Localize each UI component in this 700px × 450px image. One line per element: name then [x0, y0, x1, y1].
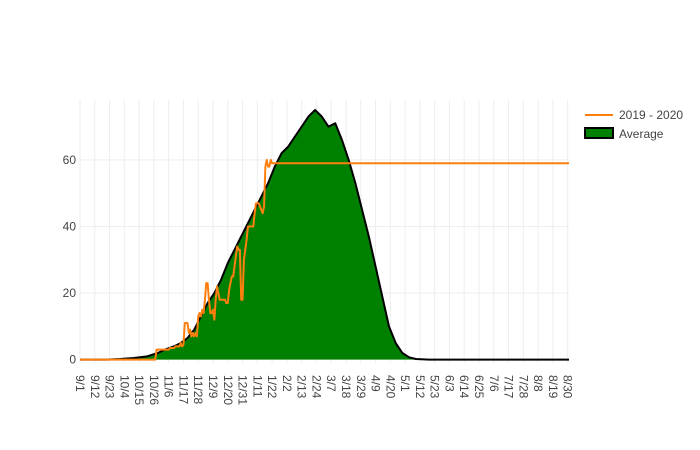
x-tick-label: 12/9	[206, 375, 220, 399]
y-tick-label: 60	[63, 153, 77, 167]
x-tick-label: 9/1	[73, 375, 87, 392]
x-tick-label: 6/3	[442, 375, 456, 392]
x-tick-label: 11/17	[176, 375, 190, 404]
x-tick-label: 3/18	[339, 375, 353, 399]
x-tick-label: 7/17	[502, 375, 516, 399]
x-tick-label: 3/29	[354, 375, 368, 399]
x-tick-label: 8/8	[531, 375, 545, 392]
x-tick-label: 10/4	[117, 375, 131, 399]
season-line-layer	[80, 158, 569, 361]
x-tick-label: 9/23	[103, 375, 117, 399]
y-tick-label: 0	[69, 353, 76, 367]
x-tick-label: 4/20	[383, 375, 397, 399]
x-tick-label: 3/7	[324, 375, 338, 392]
x-axis: 9/1 9/12 9/23 10/4 10/15 10/26 11/6 11/17 11/28 1…	[73, 375, 575, 405]
x-tick-label: 9/12	[88, 375, 102, 399]
legend-label-2019-2020: 2019 - 2020	[619, 108, 683, 122]
x-tick-label: 5/12	[413, 375, 427, 399]
x-tick-label: 6/25	[472, 375, 486, 399]
legend-label-average: Average	[619, 127, 664, 141]
legend-item-2019-2020[interactable]: 2019 - 2020	[585, 108, 683, 122]
x-tick-label: 1/22	[265, 375, 279, 399]
x-tick-label: 10/15	[132, 375, 146, 405]
x-tick-label: 2/2	[280, 375, 294, 392]
series-line-2019-2020	[80, 158, 569, 361]
average-area-fill	[80, 109, 569, 360]
legend-item-average[interactable]: Average	[584, 127, 664, 141]
y-axis: 0 20 40 60	[63, 153, 77, 367]
x-tick-label: 12/31	[236, 375, 250, 405]
x-tick-label: 2/13	[295, 375, 309, 399]
x-tick-label: 8/30	[561, 375, 575, 399]
y-tick-label: 20	[63, 286, 77, 300]
x-tick-label: 12/20	[221, 375, 235, 405]
x-tick-label: 7/6	[487, 375, 501, 392]
x-tick-label: 2/24	[309, 375, 323, 399]
x-tick-label: 5/23	[428, 375, 442, 399]
x-tick-label: 1/11	[250, 375, 264, 398]
x-tick-label: 11/6	[162, 375, 176, 398]
x-tick-label: 6/14	[457, 375, 471, 399]
x-tick-label: 4/9	[369, 375, 383, 392]
y-tick-label: 40	[63, 220, 77, 234]
average-area-layer	[80, 108, 569, 361]
x-tick-label: 10/26	[147, 375, 161, 405]
x-tick-label: 8/19	[546, 375, 560, 399]
x-tick-label: 5/1	[398, 375, 412, 392]
legend-swatch-average	[584, 127, 614, 139]
x-tick-label: 7/28	[516, 375, 530, 399]
x-tick-label: 11/28	[191, 375, 205, 404]
average-area-outline	[80, 108, 569, 361]
legend[interactable]: 2019 - 2020 Average	[584, 108, 683, 141]
